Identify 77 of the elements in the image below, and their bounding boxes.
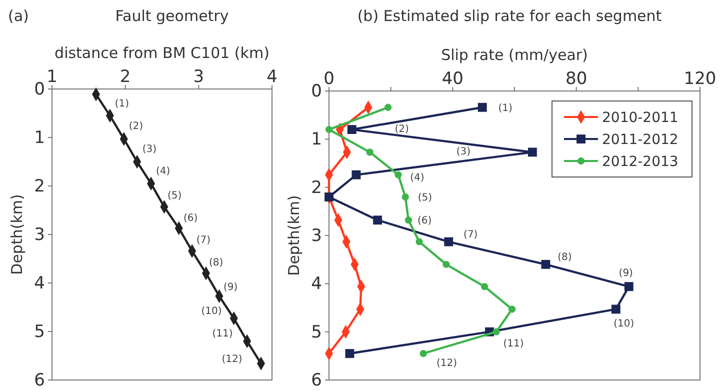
- point: [444, 237, 454, 246]
- annotation: (11): [503, 338, 524, 350]
- annotation: (7): [196, 235, 211, 246]
- annotation: (9): [618, 268, 634, 280]
- point: [325, 126, 333, 134]
- x-tick-label: 4: [266, 67, 278, 87]
- y-tick-label: 1: [34, 128, 45, 148]
- point: [478, 102, 487, 112]
- y-axis-title: Depth(km): [285, 195, 303, 276]
- x-tick-label: 0: [324, 69, 334, 89]
- y-tick-label: 5: [311, 322, 322, 342]
- y-tick-label: 3: [311, 226, 322, 246]
- annotation: (2): [128, 120, 144, 132]
- annotation: (10): [614, 318, 634, 330]
- y-axis-title: Depth(km): [8, 194, 26, 275]
- point: [492, 328, 500, 336]
- y-tick-label: 1: [311, 130, 322, 150]
- y-tick-label: 4: [311, 274, 322, 294]
- annotation: (12): [222, 354, 242, 365]
- x-tick-label: 40: [442, 69, 464, 89]
- point: [402, 193, 409, 201]
- annotation: (3): [142, 144, 157, 155]
- point: [384, 104, 392, 111]
- point: [324, 192, 334, 202]
- x-axis-title: distance from BM C101 (km): [54, 44, 270, 62]
- annotation: (3): [456, 146, 471, 158]
- point: [416, 238, 423, 246]
- annotation: (2): [394, 124, 410, 136]
- annotation: (6): [417, 216, 432, 227]
- annotation: (4): [156, 166, 170, 178]
- x-tick-label: 1: [46, 67, 58, 87]
- y-tick-label: 5: [34, 322, 45, 342]
- y-tick-label: 2: [34, 176, 45, 196]
- annotation: (12): [436, 358, 458, 370]
- y-tick-label: 6: [34, 370, 45, 390]
- annotation: (10): [201, 306, 222, 317]
- annotation: (11): [212, 328, 233, 340]
- point: [528, 148, 537, 157]
- point: [420, 350, 427, 358]
- x-tick-label: 3: [193, 67, 204, 87]
- annotation: (4): [410, 172, 424, 184]
- annotation: (1): [498, 102, 513, 114]
- point: [611, 304, 620, 314]
- legend-label: 2011-2012: [602, 132, 678, 148]
- annotation: (6): [183, 213, 198, 224]
- point: [442, 260, 450, 268]
- x-tick-label: 2: [120, 67, 131, 87]
- x-tick-label: 80: [566, 69, 588, 89]
- annotation: (9): [224, 282, 238, 294]
- point: [347, 125, 356, 134]
- annotation: (7): [464, 229, 478, 240]
- x-axis-title: Slip rate (mm/year): [441, 46, 588, 64]
- x-tick-label: 120: [684, 69, 716, 89]
- annotation: (8): [558, 252, 572, 263]
- annotation: (5): [168, 190, 182, 202]
- chart-title: Fault geometry: [115, 7, 229, 25]
- point: [345, 349, 354, 358]
- annotation: (5): [418, 192, 432, 204]
- chart-title: (b) Estimated slip rate for each segment: [357, 7, 662, 25]
- y-tick-label: 2: [311, 178, 322, 198]
- legend-label: 2012-2013: [602, 154, 678, 170]
- point: [394, 171, 402, 178]
- point: [508, 306, 516, 313]
- point: [373, 216, 382, 225]
- point: [480, 282, 488, 290]
- point: [352, 170, 361, 180]
- point: [541, 260, 550, 269]
- point: [404, 216, 412, 224]
- annotation: (8): [208, 258, 224, 269]
- y-tick-label: 4: [34, 273, 45, 294]
- point: [366, 148, 374, 156]
- y-tick-label: 6: [311, 370, 322, 390]
- legend-label: 2010-2011: [602, 110, 678, 126]
- text: (a): [8, 7, 29, 25]
- point: [624, 282, 634, 292]
- y-tick-label: 3: [34, 224, 45, 245]
- annotation: (1): [114, 98, 130, 110]
